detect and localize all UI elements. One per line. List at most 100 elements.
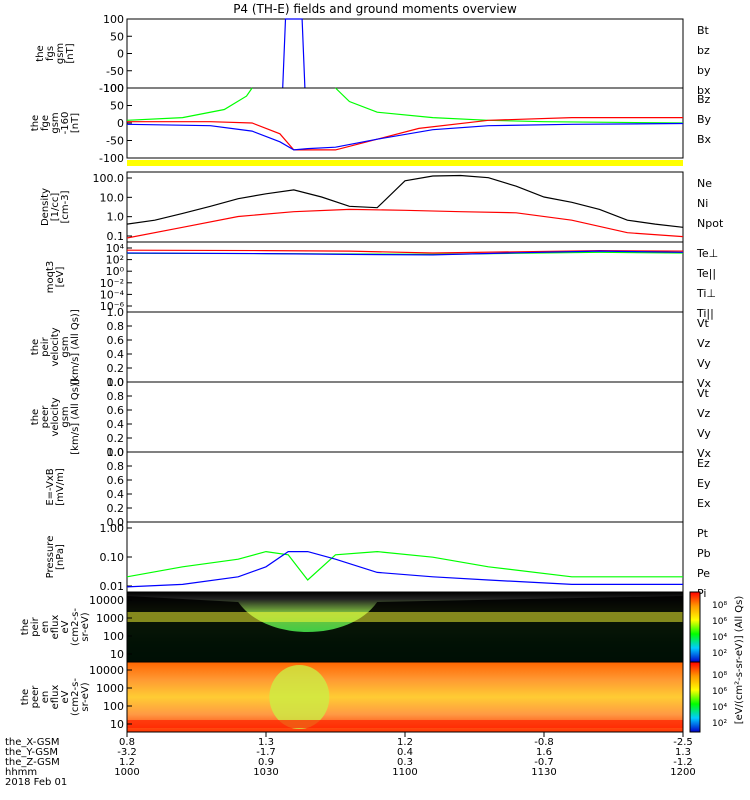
- legend-Pt: Pt: [697, 527, 709, 540]
- y-tick-label: 0.2: [107, 362, 125, 375]
- y-axis-label: peir: [40, 336, 51, 356]
- y-tick-label: 0.8: [107, 320, 125, 333]
- y-axis-label: the: [20, 619, 31, 635]
- y-tick-label: 0.4: [107, 488, 125, 501]
- y-tick-label: 0.8: [107, 390, 125, 403]
- y-axis-label: the: [35, 45, 46, 61]
- y-tick-label: 0.6: [107, 334, 125, 347]
- y-axis-label: [eV]: [55, 267, 66, 288]
- y-tick-label: 10: [110, 648, 124, 661]
- legend-Te||: Te||: [696, 267, 716, 280]
- bottom-value-x: -2.5: [673, 737, 693, 748]
- legend-Pi: Pi: [697, 587, 706, 600]
- y-axis-label: [km/s] (All Qs)]: [70, 309, 81, 385]
- legend-Npot: Npot: [697, 217, 724, 230]
- colorbar-tick: 10⁶: [712, 687, 727, 697]
- legend-by: by: [697, 64, 711, 77]
- legend-Vx: Vx: [697, 377, 712, 390]
- y-tick-label: -100: [99, 152, 124, 165]
- y-tick-label: 1.0: [107, 306, 125, 319]
- y-tick-label: 1000: [96, 682, 124, 695]
- panel-2: 100 50 0 -50 -100 the fge gsm -160 [nT] Bz By Bx: [30, 82, 712, 165]
- y-tick-label: 50: [110, 30, 124, 43]
- series-Bx: [126, 122, 684, 151]
- y-tick-label: 10⁻⁴: [100, 288, 125, 301]
- y-axis-label: [nPa]: [55, 544, 66, 570]
- colorbar-2: [689, 661, 701, 733]
- heatmap-band: [127, 612, 683, 622]
- y-axis-label: Pressure: [45, 536, 56, 579]
- y-tick-label: 10²: [106, 254, 124, 267]
- bottom-value-hhmm: 1030: [253, 767, 278, 778]
- y-axis-label: fge: [40, 115, 51, 131]
- colorbar-tick: 10⁴: [712, 633, 727, 643]
- y-axis-label: peir: [30, 616, 41, 636]
- y-tick-label: 0.10: [100, 551, 125, 564]
- legend-Ey: Ey: [697, 477, 711, 490]
- series-bx: [282, 18, 306, 89]
- panel-frame: [126, 381, 684, 453]
- bottom-row-label: the_X-GSM: [5, 737, 59, 748]
- y-tick-label: 10: [110, 718, 124, 731]
- legend-Bt: Bt: [697, 24, 710, 37]
- y-tick-label: 10⁰: [106, 265, 125, 278]
- colorbar-tick: 10⁴: [712, 703, 727, 713]
- y-axis-label: the: [20, 689, 31, 705]
- y-axis-label: velocity: [50, 327, 61, 366]
- y-axis-label: peer: [40, 405, 51, 429]
- y-axis-label: gsm: [60, 336, 71, 357]
- y-tick-label: 1.0: [107, 376, 125, 389]
- legend-Vz: Vz: [697, 337, 711, 350]
- y-tick-label: -50: [106, 65, 124, 78]
- legend-Te⊥: Te⊥: [696, 247, 718, 260]
- legend-Bz: Bz: [697, 93, 711, 106]
- y-axis-label: sr-eV): [80, 682, 91, 711]
- y-axis-label: en: [40, 621, 51, 634]
- y-axis-label: (cm2-s-: [70, 608, 81, 646]
- legend-Ti||: Ti||: [696, 307, 714, 320]
- heatmap-lowband: [127, 720, 683, 728]
- bottom-row-label: the_Z-GSM: [5, 757, 60, 768]
- y-axis-label: E=-VxB: [45, 468, 56, 505]
- legend-bx: bx: [697, 84, 711, 97]
- y-tick-label: 0.2: [107, 502, 125, 515]
- legend-By: By: [697, 113, 712, 126]
- colorbar-tick: 10⁸: [712, 601, 727, 611]
- chart-title: P4 (TH-E) fields and ground moments over…: [233, 2, 517, 16]
- panel-10: 10000 1000 100 10 the peer en eflux eV (cm2-s-sr-…: [20, 661, 684, 733]
- y-tick-label: 0.6: [107, 404, 125, 417]
- y-axis-label: [cm-3]: [60, 190, 71, 223]
- panel-frame: [126, 451, 684, 523]
- y-tick-label: 0.4: [107, 348, 125, 361]
- status-bar: [127, 160, 683, 166]
- legend-Ez: Ez: [697, 457, 710, 470]
- bottom-value-x: 1.3: [258, 737, 274, 748]
- panel-frame: [126, 521, 684, 593]
- legend-Ne: Ne: [697, 177, 712, 190]
- bottom-value-y: 0.4: [397, 747, 413, 758]
- y-tick-label: 0: [117, 48, 124, 61]
- bottom-value-x: 1.2: [397, 737, 413, 748]
- y-axis-label: gsm: [60, 406, 71, 427]
- legend-Vt: Vt: [697, 317, 710, 330]
- y-axis-label: moqt3: [45, 261, 56, 294]
- legend-Pe: Pe: [697, 567, 710, 580]
- series-Ti⊥: [126, 250, 684, 256]
- y-tick-label: 0.2: [107, 432, 125, 445]
- panel-3: 100.0 10.0 1.0 0.1 Density [1/cc] [cm-3] Ne Ni Np…: [40, 171, 724, 243]
- legend-Vt: Vt: [697, 387, 710, 400]
- y-axis-label: Density: [40, 188, 51, 226]
- y-axis-label: eflux: [50, 615, 61, 640]
- colorbars: 10⁸ 10⁶ 10⁴ 10² 10⁸ 10⁶ 10⁴ 10² [eV/(cm²-s-sr-eV…: [689, 591, 745, 733]
- panel-frame: [126, 171, 684, 243]
- bottom-value-z: -1.2: [673, 757, 693, 768]
- panel-1: 100 50 0 -50 -100 the fgs gsm [nT] Bt bz by bx: [35, 13, 711, 97]
- series-Pi: [126, 551, 683, 588]
- series-By: [126, 87, 684, 124]
- bottom-value-y: 1.6: [536, 747, 552, 758]
- y-tick-label: 10.0: [100, 191, 125, 204]
- y-axis-label: [nT]: [65, 43, 76, 63]
- heatmap-dark-region: [127, 596, 683, 662]
